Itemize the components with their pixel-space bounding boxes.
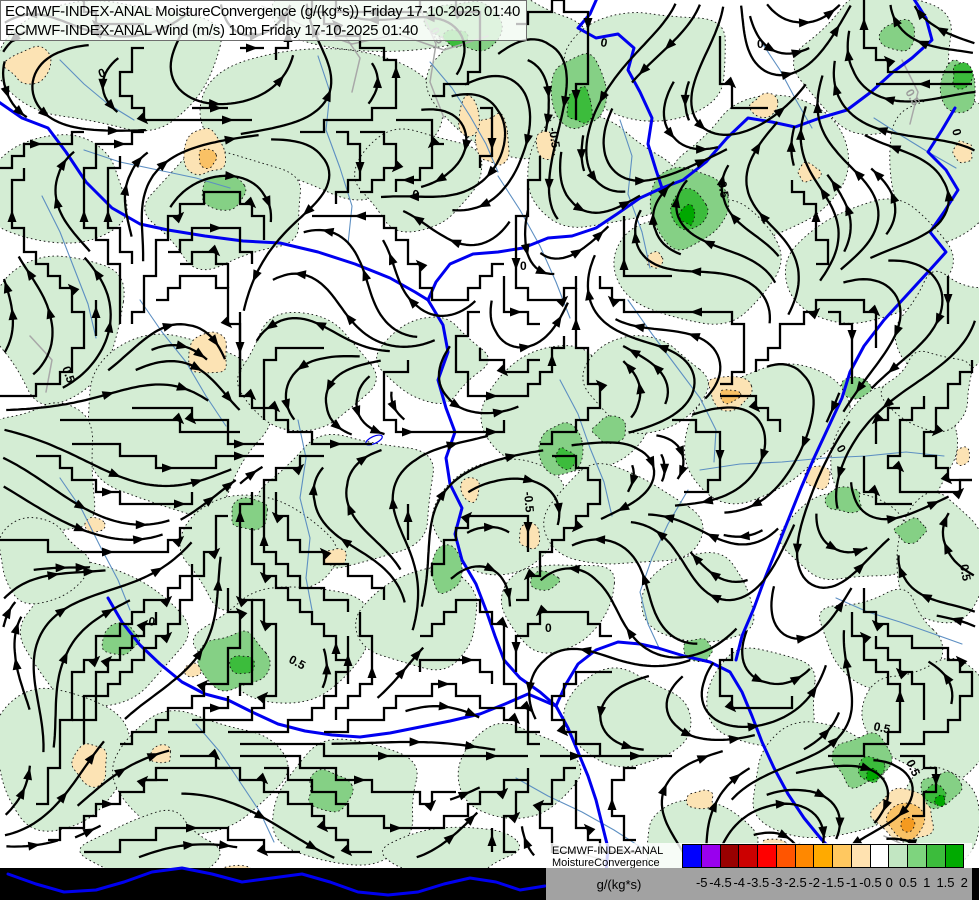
legend-swatch: [850, 844, 871, 868]
title-moisture-convergence: ECMWF-INDEX-ANAL MoistureConvergence (g/…: [5, 3, 521, 20]
legend-tick-label: 2: [960, 875, 968, 890]
legend-tick-label: -3.5: [746, 875, 770, 890]
legend: ECMWF-INDEX-ANAL MoistureConvergence g/(…: [546, 843, 972, 900]
legend-title: ECMWF-INDEX-ANAL MoistureConvergence: [552, 845, 663, 869]
contour-label: 0: [949, 127, 964, 137]
legend-tick-label: -2.5: [784, 875, 807, 890]
legend-swatch: [813, 844, 833, 868]
contour-label: 0.5: [715, 180, 732, 199]
legend-swatch: [869, 844, 890, 868]
legend-title-line2: MoistureConvergence: [552, 857, 660, 869]
legend-title-line1: ECMWF-INDEX-ANAL: [552, 845, 664, 857]
contour-label: 0: [545, 621, 552, 635]
legend-swatch: [738, 844, 758, 868]
legend-tick-label: -1: [845, 875, 858, 890]
legend-swatch: [757, 844, 777, 868]
legend-tick-label: -1.5: [821, 875, 845, 890]
map-title-overlay: ECMWF-INDEX-ANAL MoistureConvergence (g/…: [0, 0, 527, 41]
legend-tick-label: 0: [885, 875, 893, 890]
legend-tick-label: 1: [923, 875, 931, 890]
contour-label: 0: [599, 35, 608, 50]
contour-label: 0.5: [59, 364, 78, 385]
legend-scale-strip: g/(kg*s) -5 -4.5 -4 -3.5 -3 -2.5 -2 -1.5 -1 -0.5 0…: [546, 868, 972, 900]
legend-color-swatches: [682, 844, 965, 868]
legend-swatch: [907, 844, 927, 868]
contour-label: -0.5: [521, 491, 537, 513]
legend-swatch: [682, 844, 702, 868]
contour-label: 0.5: [872, 719, 892, 736]
contour-label: 0.5: [903, 757, 923, 778]
legend-swatch: [794, 844, 815, 868]
legend-swatch: [832, 844, 852, 868]
legend-tick-label: -4: [733, 875, 746, 890]
legend-swatch: [888, 844, 908, 868]
legend-unit: g/(kg*s): [596, 877, 642, 892]
contour-label: 0: [148, 614, 157, 629]
legend-tick-label: -4.5: [709, 875, 732, 890]
contour-label: 0: [520, 259, 527, 273]
legend-swatch: [775, 844, 796, 868]
legend-tick-label: -5: [695, 875, 708, 890]
legend-tick-label: -3: [770, 875, 783, 890]
legend-tick-label: -0.5: [859, 875, 882, 890]
title-wind: ECMWF-INDEX-ANAL Wind (m/s) 10m Friday 1…: [5, 22, 419, 39]
legend-swatch: [925, 844, 946, 868]
legend-tick-label: 1.5: [936, 875, 955, 890]
contour-label: -0.5: [546, 126, 563, 149]
contour-label: 0: [96, 65, 107, 81]
legend-swatch: [944, 844, 965, 868]
legend-tick-label: -2: [808, 875, 821, 890]
legend-swatch: [719, 844, 740, 868]
contour-label: 0.5: [957, 563, 974, 582]
legend-tick-label: 0.5: [898, 875, 918, 890]
contour-label: 0: [757, 37, 764, 51]
contour-label: 0: [412, 187, 420, 202]
legend-swatch: [700, 844, 721, 868]
